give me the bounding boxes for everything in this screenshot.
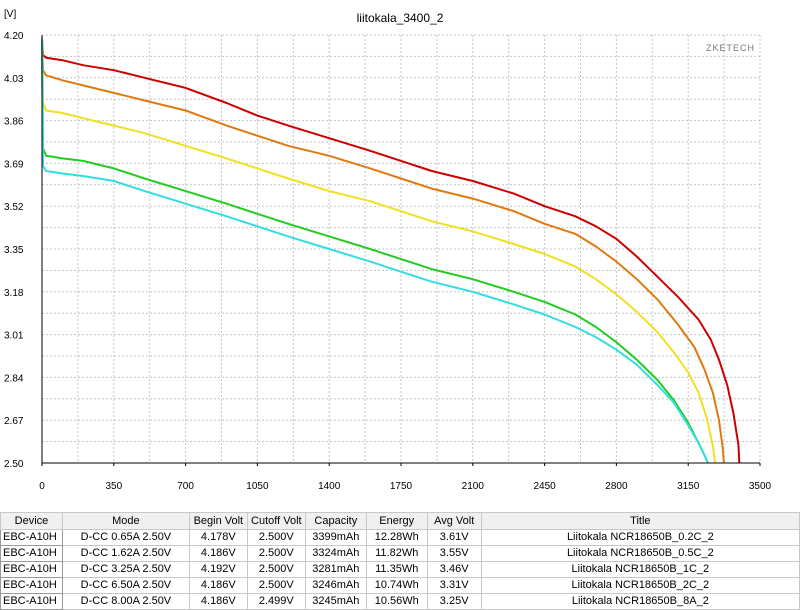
cell-mode: D-CC 1.62A 2.50V: [61, 545, 190, 562]
chart-area: 0 350 700 1050 1400 1750 2100 2450 2800 3150 3500 2…: [4, 9, 772, 492]
table-header-row: Device Mode Begin Volt Cutoff Volt Capac…: [0, 512, 800, 530]
watermark: ZKETECH: [706, 43, 755, 53]
y-tick-label: 2.67: [4, 416, 24, 427]
series-line-2: [41, 38, 725, 464]
header-avg-volt[interactable]: Avg Volt: [426, 512, 482, 530]
results-table-panel: Device Mode Begin Volt Cutoff Volt Capac…: [0, 512, 800, 610]
cell-capacity: 3246mAh: [304, 577, 367, 594]
cell-cutoff-volt: 2.499V: [246, 593, 306, 610]
cell-device: EBC-A10H: [0, 577, 63, 594]
x-tick-label: 1050: [246, 481, 269, 492]
cell-cutoff-volt: 2.500V: [246, 529, 306, 546]
cell-cutoff-volt: 2.500V: [246, 561, 306, 578]
cell-avg-volt: 3.61V: [426, 529, 482, 546]
cell-device: EBC-A10H: [0, 561, 63, 578]
cell-capacity: 3281mAh: [304, 561, 367, 578]
cell-begin-volt: 4.178V: [188, 529, 248, 546]
cell-energy: 10.56Wh: [365, 593, 428, 610]
cell-energy: 12.28Wh: [365, 529, 428, 546]
cell-capacity: 3245mAh: [304, 593, 367, 610]
series-line-5: [41, 38, 709, 464]
series-line-1: [41, 40, 741, 464]
x-tick-label: 2100: [462, 481, 485, 492]
x-tick-label: 2450: [533, 481, 556, 492]
cell-begin-volt: 4.186V: [188, 577, 248, 594]
cell-title: Liitokala NCR18650B_0.2C_2: [480, 529, 800, 546]
table-row[interactable]: EBC-A10H D-CC 3.25A 2.50V 4.192V 2.500V 3281…: [0, 561, 800, 578]
header-title[interactable]: Title: [480, 512, 800, 530]
x-tick-label: 0: [39, 481, 45, 492]
x-tick-label: 3500: [749, 481, 772, 492]
cell-device: EBC-A10H: [0, 545, 63, 562]
x-tick-label: 1400: [318, 481, 341, 492]
cell-begin-volt: 4.186V: [188, 593, 248, 610]
cell-cutoff-volt: 2.500V: [246, 577, 306, 594]
header-capacity[interactable]: Capacity: [304, 512, 367, 530]
table-row[interactable]: EBC-A10H D-CC 0.65A 2.50V 4.178V 2.500V 3399…: [0, 529, 800, 546]
cell-energy: 11.35Wh: [365, 561, 428, 578]
y-tick-label: 2.84: [4, 373, 24, 384]
chart-title: liitokala_3400_2: [357, 11, 444, 25]
table-row[interactable]: EBC-A10H D-CC 6.50A 2.50V 4.186V 2.500V 3246…: [0, 577, 800, 594]
x-tick-label: 350: [105, 481, 122, 492]
cell-mode: D-CC 8.00A 2.50V: [61, 593, 190, 610]
y-tick-label: 3.52: [4, 202, 24, 213]
discharge-chart: 0 350 700 1050 1400 1750 2100 2450 2800 3150 3500 2…: [4, 9, 772, 492]
cell-capacity: 3324mAh: [304, 545, 367, 562]
results-table: Device Mode Begin Volt Cutoff Volt Capac…: [0, 512, 800, 610]
header-energy[interactable]: Energy: [365, 512, 428, 530]
table-row[interactable]: EBC-A10H D-CC 8.00A 2.50V 4.186V 2.499V 3245…: [0, 593, 800, 610]
y-tick-label: 4.20: [4, 31, 24, 42]
table-row[interactable]: EBC-A10H D-CC 1.62A 2.50V 4.186V 2.500V 3324…: [0, 545, 800, 562]
series-line-3: [41, 36, 717, 464]
y-tick-label: 3.35: [4, 245, 24, 256]
cell-mode: D-CC 3.25A 2.50V: [61, 561, 190, 578]
cell-avg-volt: 3.25V: [426, 593, 482, 610]
header-mode[interactable]: Mode: [61, 512, 190, 530]
header-cutoff-volt[interactable]: Cutoff Volt: [246, 512, 306, 530]
x-tick-label: 3150: [677, 481, 700, 492]
cell-avg-volt: 3.31V: [426, 577, 482, 594]
cell-device: EBC-A10H: [0, 593, 63, 610]
header-begin-volt[interactable]: Begin Volt: [188, 512, 248, 530]
header-device[interactable]: Device: [0, 512, 63, 530]
cell-device: EBC-A10H: [0, 529, 63, 546]
y-tick-label: 3.86: [4, 117, 24, 128]
cell-cutoff-volt: 2.500V: [246, 545, 306, 562]
y-tick-label: 2.50: [4, 459, 24, 470]
x-tick-label: 700: [177, 481, 194, 492]
cell-energy: 10.74Wh: [365, 577, 428, 594]
x-tick-label: 1750: [390, 481, 413, 492]
series-line-4: [41, 38, 709, 464]
y-axis-unit: [V]: [4, 9, 16, 20]
cell-mode: D-CC 6.50A 2.50V: [61, 577, 190, 594]
cell-begin-volt: 4.192V: [188, 561, 248, 578]
cell-title: Liitokala NCR18650B_8A_2: [480, 593, 800, 610]
cell-mode: D-CC 0.65A 2.50V: [61, 529, 190, 546]
table-body: EBC-A10H D-CC 0.65A 2.50V 4.178V 2.500V 3399…: [0, 529, 800, 610]
cell-title: Liitokala NCR18650B_1C_2: [480, 561, 800, 578]
y-tick-label: 3.01: [4, 331, 24, 342]
cell-title: Liitokala NCR18650B_0.5C_2: [480, 545, 800, 562]
cell-avg-volt: 3.55V: [426, 545, 482, 562]
y-tick-label: 4.03: [4, 74, 24, 85]
y-tick-label: 3.69: [4, 159, 24, 170]
cell-avg-volt: 3.46V: [426, 561, 482, 578]
x-tick-label: 2800: [605, 481, 628, 492]
cell-capacity: 3399mAh: [304, 529, 367, 546]
cell-title: Liitokala NCR18650B_2C_2: [480, 577, 800, 594]
cell-begin-volt: 4.186V: [188, 545, 248, 562]
y-tick-label: 3.18: [4, 288, 24, 299]
cell-energy: 11.82Wh: [365, 545, 428, 562]
